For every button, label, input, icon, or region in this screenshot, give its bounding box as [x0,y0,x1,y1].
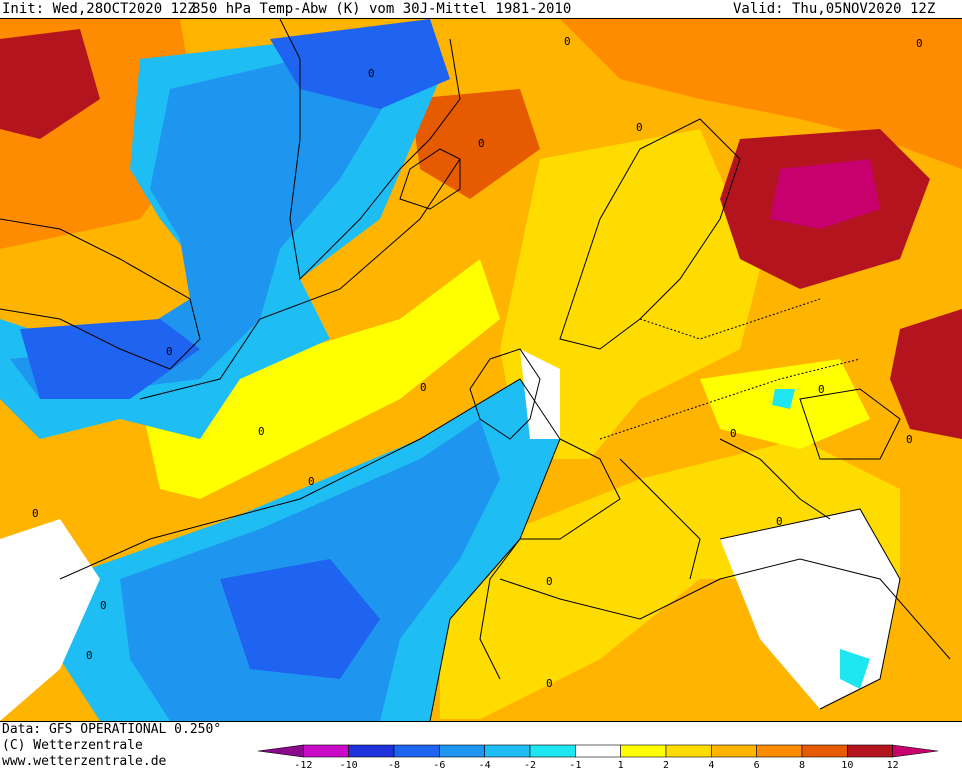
legend-swatch [801,744,848,758]
cold-spot-balkans [772,389,795,409]
contour-label: 0 [906,433,913,446]
contour-label: 0 [564,35,571,48]
hot-region-nw [0,29,100,139]
north-africa-coast [499,558,951,660]
contour-label: 0 [368,67,375,80]
greenland-coast [279,19,461,281]
contour-labels: 0 0 0 0 0 0 0 0 0 0 0 0 0 0 0 0 0 0 [32,35,923,690]
contour-label: 0 [86,649,93,662]
contour-label: 0 [730,427,737,440]
legend-tick-label: 8 [798,760,806,771]
legend-swatches [258,744,938,758]
cold-core-atlantic [220,559,380,679]
contour-label: 0 [916,37,923,50]
cold-spot-east-med [840,649,870,689]
map-svg: 0 0 0 0 0 0 0 0 0 0 0 0 0 0 0 0 0 0 [0,19,962,721]
iberia-coast [479,438,621,680]
yellow-region-scandinavia [500,129,760,459]
neutral-zone-sw [0,519,100,721]
valid-time: Valid: Thu,05NOV2020 12Z [733,1,936,17]
legend-swatch [484,744,531,758]
warm-region-iceland [410,89,540,199]
legend-tick-label: -2 [523,760,537,771]
legend-tick-label: -8 [387,760,401,771]
legend-tick-label: -1 [569,760,582,771]
contour-label: 0 [308,475,315,488]
data-source: Data: GFS OPERATIONAL 0.250° [2,722,222,737]
colder-region-greenland [10,59,400,399]
zero-contours [59,158,901,721]
init-time: Init: Wed,28OCT2020 12Z [2,1,196,17]
website-link[interactable]: www.wetterzentrale.de [2,754,167,769]
color-legend-bar [258,744,938,758]
temperature-anomaly-map: 0 0 0 0 0 0 0 0 0 0 0 0 0 0 0 0 0 0 [0,18,962,722]
contour-label: 0 [166,345,173,358]
legend-swatch [892,744,938,758]
contour-label: 0 [818,383,825,396]
contour-line-1 [139,158,461,400]
legend-tick-label: 12 [886,760,899,771]
legend-tick-label: 2 [662,760,670,771]
contour-line-2 [59,378,561,721]
contour-label: 0 [546,575,553,588]
italy-coast [619,458,701,580]
contour-line-3 [719,508,901,710]
scandinavia-coast [559,118,741,350]
contour-label: 0 [420,381,427,394]
contour-label: 0 [776,515,783,528]
contour-label: 0 [100,599,107,612]
legend-swatch [529,744,576,758]
legend-tick-label: 1 [617,760,624,771]
legend-swatch [348,744,395,758]
contour-label: 0 [546,677,553,690]
legend-swatch [258,744,304,758]
legend-tick-label: 10 [841,760,854,771]
copyright: (C) Wetterzentrale [2,738,143,753]
country-borders [599,358,861,440]
yellow-region-south [440,439,900,719]
header: Init: Wed,28OCT2020 12Z 850 hPa Temp-Abw… [0,0,962,20]
legend-tick-label: -10 [339,760,358,771]
legend-swatch [620,744,667,758]
british-isles-coast [469,348,541,440]
contour-label: 0 [32,507,39,520]
legend-swatch [575,744,621,758]
legend-swatch [439,744,485,758]
cold-core-labrador [20,319,200,399]
coastlines [0,19,951,680]
legend-swatch [665,744,712,758]
legend-swatch [847,744,893,758]
map-title: 850 hPa Temp-Abw (K) vom 30J-Mittel 1981… [192,1,572,17]
legend-tick-label: -6 [433,760,446,771]
yellow-band-atlantic [140,259,500,499]
black-sea-coast [799,388,901,460]
legend-tick-label: -12 [294,760,313,771]
iceland-coast [399,148,461,210]
contour-label: 0 [478,137,485,150]
legend-tick-label: 6 [753,760,760,771]
contour-label: 0 [258,425,265,438]
cold-core-greenland [270,19,450,109]
hot-region-east [890,309,962,439]
legend-swatch [756,744,803,758]
canada-coast [0,218,201,370]
legend-swatch [303,744,349,758]
legend-tick-label: 4 [708,760,715,771]
contour-label: 0 [636,121,643,134]
legend-tick-label: -4 [478,760,491,771]
neutral-zone-uk [520,349,560,439]
balkan-coast [719,438,831,520]
legend-swatch [393,744,440,758]
very-hot-core-russia [770,159,880,229]
legend-swatch [711,744,757,758]
